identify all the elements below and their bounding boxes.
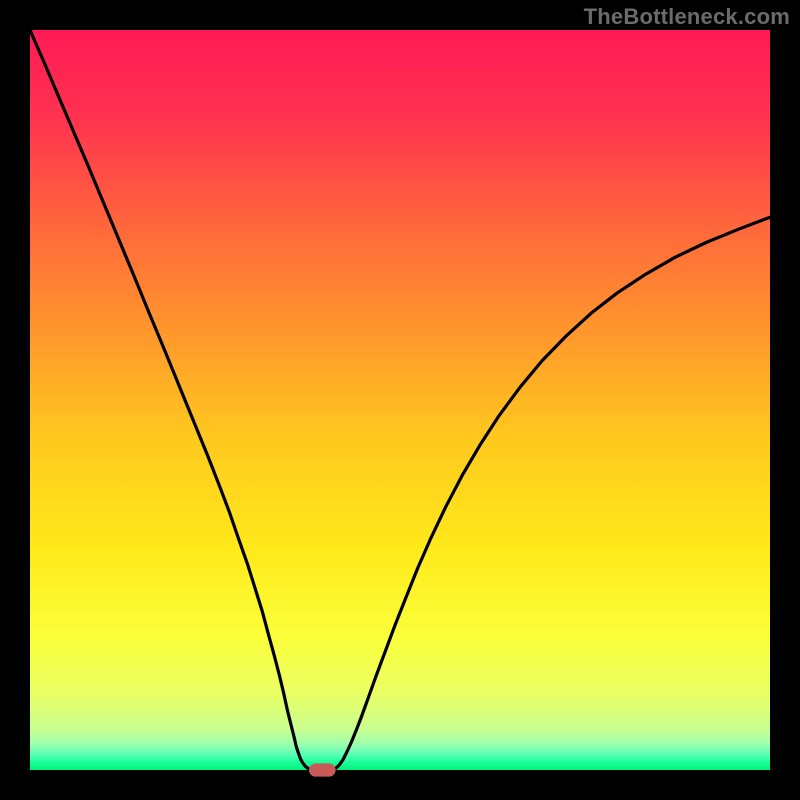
watermark-text: TheBottleneck.com	[584, 4, 790, 30]
plot-gradient-background	[30, 30, 770, 770]
optimal-marker	[309, 763, 336, 776]
bottleneck-chart	[0, 0, 800, 800]
chart-stage: TheBottleneck.com	[0, 0, 800, 800]
